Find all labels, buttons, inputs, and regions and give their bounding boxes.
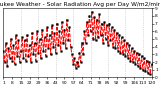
- Title: Milwaukee Weather - Solar Radiation Avg per Day W/m2/minute: Milwaukee Weather - Solar Radiation Avg …: [0, 2, 160, 7]
